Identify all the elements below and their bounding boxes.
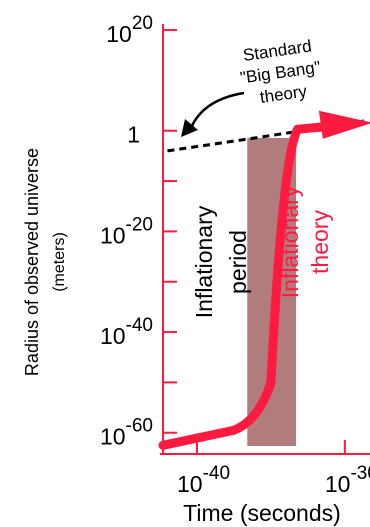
- standard-label-arrowhead: [181, 119, 198, 137]
- y-tick-base: 10: [100, 424, 126, 450]
- standard-big-bang-label: Standard"Big Bang"theory: [239, 36, 322, 106]
- y-tick-label: 1020: [106, 13, 153, 47]
- x-tick-label: 10-40: [177, 463, 230, 497]
- x-tick-base: 10: [177, 471, 203, 497]
- y-tick-exponent: -20: [126, 214, 153, 235]
- y-axis-label: Radius of observed universe: [22, 148, 42, 376]
- x-tick-exponent: -40: [203, 463, 230, 484]
- y-tick-label: 10-40: [100, 315, 153, 349]
- y-tick-base: 10: [100, 323, 126, 349]
- y-tick-label: 10-60: [100, 416, 153, 450]
- inflationary-theory-line: theory: [307, 210, 333, 274]
- inflationary-theory-label: Inflationary theory: [277, 185, 333, 298]
- x-axis-label: Time (seconds): [183, 500, 341, 526]
- inflationary-theory-arrowhead: [318, 110, 370, 139]
- y-tick-base: 1: [127, 122, 140, 148]
- inflationary-theory-line: Inflationary: [277, 185, 303, 298]
- y-tick-label: 10-20: [100, 214, 153, 248]
- x-tick-label: 10-30: [325, 463, 370, 497]
- y-tick-exponent: 20: [132, 13, 153, 34]
- inflationary-period-line: period: [225, 230, 251, 294]
- y-axis-sublabel: (meters): [51, 232, 68, 292]
- y-tick-exponent: -60: [126, 416, 153, 437]
- y-tick-base: 10: [106, 21, 132, 47]
- inflationary-period-line: Inflationary: [191, 205, 217, 318]
- y-tick-label: 1: [127, 122, 140, 148]
- inflationary-theory-tail: [360, 119, 365, 124]
- inflationary-period-label: Inflationary period: [191, 205, 251, 318]
- y-tick-exponent: -40: [126, 315, 153, 336]
- inflationary-theory-curve: [158, 122, 330, 450]
- x-tick-base: 10: [325, 471, 351, 497]
- x-tick-exponent: -30: [350, 463, 370, 484]
- y-tick-base: 10: [100, 222, 126, 248]
